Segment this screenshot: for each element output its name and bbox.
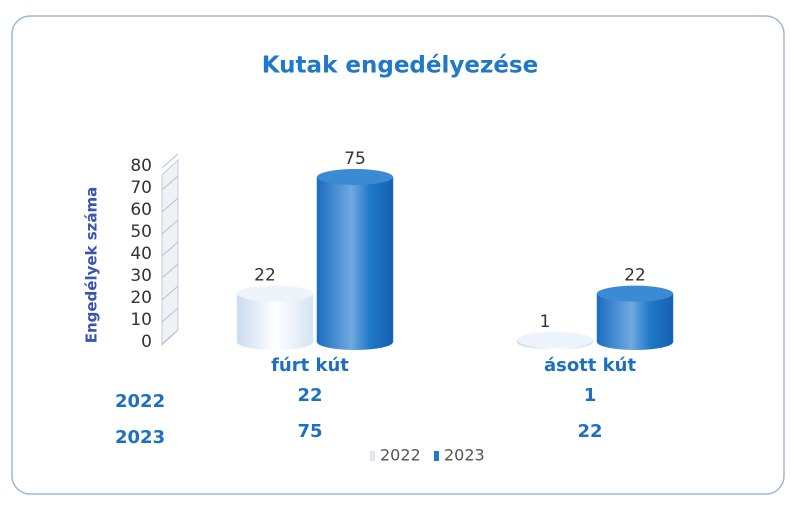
tick-mark: [161, 307, 179, 323]
tick-mark: [161, 285, 179, 301]
x-tick-label: fúrt kút: [271, 355, 349, 376]
bar-base: [597, 334, 673, 350]
table-row-label: 2022: [115, 391, 165, 412]
y-tick-label: 70: [130, 178, 152, 198]
legend-label: 2022: [380, 446, 421, 465]
data-label: 75: [344, 149, 366, 169]
legend-swatch: [370, 451, 375, 461]
bar: [236, 293, 314, 343]
data-label: 22: [624, 266, 646, 286]
y-tick-label: 30: [130, 266, 152, 286]
bar-top: [517, 331, 593, 348]
tick-mark: [161, 263, 179, 279]
y-tick-label: 10: [130, 310, 152, 330]
bar-top: [237, 285, 313, 302]
chart-title: Kutak engedélyezése: [262, 53, 538, 79]
tick-mark: [161, 241, 179, 257]
bar: [596, 293, 674, 343]
table-value: 22: [577, 421, 602, 442]
table-row-label: 2023: [115, 427, 165, 448]
y-tick-label: 0: [141, 332, 152, 352]
bar: [316, 176, 394, 343]
bar-base: [237, 334, 313, 350]
tick-mark: [161, 153, 179, 169]
bar-top: [597, 285, 673, 302]
y-tick-label: 80: [130, 156, 152, 176]
y-tick-label: 40: [130, 244, 152, 264]
data-label: 22: [254, 266, 276, 286]
table-value: 22: [297, 385, 322, 406]
tick-mark: [161, 197, 179, 213]
bar-base: [317, 334, 393, 350]
table-value: 1: [584, 385, 597, 406]
y-tick-label: 20: [130, 288, 152, 308]
bar-top: [317, 169, 393, 185]
table-value: 75: [297, 421, 322, 442]
data-label: 1: [540, 312, 551, 332]
chart-frame: [11, 15, 785, 495]
legend-swatch: [434, 451, 439, 461]
tick-mark: [161, 329, 179, 345]
legend-label: 2023: [444, 446, 485, 465]
y-tick-label: 60: [130, 200, 152, 220]
y-tick-label: 50: [130, 222, 152, 242]
tick-mark: [161, 175, 179, 191]
y-axis-label: Engedélyek száma: [83, 187, 101, 344]
x-tick-label: ásott kút: [544, 355, 636, 376]
tick-mark: [161, 219, 179, 235]
